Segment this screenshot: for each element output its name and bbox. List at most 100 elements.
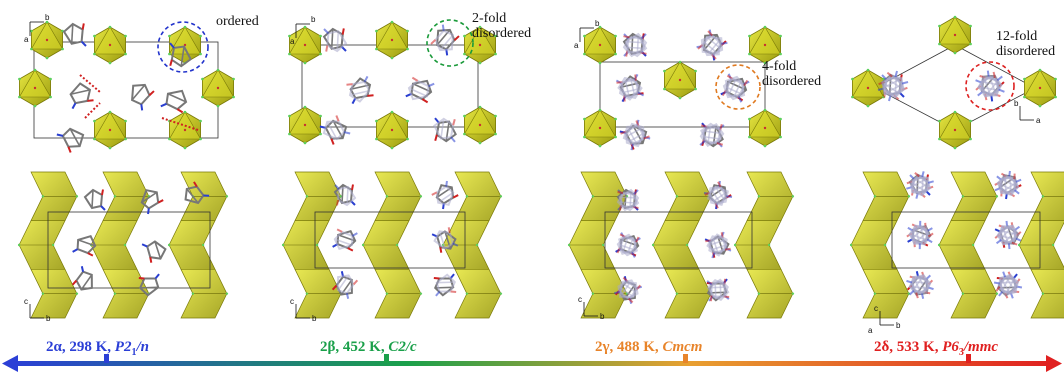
axes-indicator: ba: [574, 19, 600, 50]
organic-cation: [975, 70, 1005, 102]
phase-label-2delta: 2δ, 533 K, P63/mmc: [874, 339, 998, 358]
organic-cation: [62, 22, 87, 47]
octahedral-chain: [1017, 171, 1064, 319]
axis-label: b: [1014, 99, 1019, 108]
organic-cation: [703, 180, 733, 210]
axis-label: c: [290, 297, 294, 306]
phase-label-2gamma: 2γ, 488 K, Cmcm: [595, 339, 702, 355]
organic-cation: [169, 42, 192, 68]
space-group-tail: /mmc: [963, 339, 999, 355]
space-group: Cmcm: [662, 339, 702, 355]
organic-cation: [71, 265, 93, 291]
organic-cation: [704, 231, 732, 259]
phase-name: 2δ, 533 K,: [874, 339, 942, 355]
axis-label: c: [578, 295, 582, 304]
organic-cation: [993, 271, 1023, 299]
organic-cation: [184, 181, 210, 205]
phase-name: 2γ, 488 K,: [595, 339, 662, 355]
space-group-tail: /n: [135, 339, 149, 355]
organic-cation: [138, 273, 160, 297]
temperature-arrow: [2, 354, 1062, 372]
axis-label: b: [312, 314, 317, 323]
hydrogen-bond: [84, 102, 101, 119]
organic-cation: [433, 273, 457, 297]
organic-cation: [613, 275, 643, 305]
tick-2alpha: [104, 354, 109, 363]
organic-cation: [699, 122, 725, 148]
axis-label: b: [896, 321, 901, 330]
tick-2beta: [384, 354, 389, 363]
organic-cation: [619, 119, 651, 151]
octahedron: [93, 110, 127, 150]
octahedron: [288, 105, 322, 145]
organic-cation: [433, 117, 457, 143]
unit-cell-top: [599, 61, 766, 128]
organic-cation: [877, 70, 909, 102]
octahedron: [288, 25, 322, 65]
axes-indicator: cb: [24, 297, 51, 323]
octahedron: [748, 25, 782, 65]
space-group-subscript: 3: [959, 347, 964, 358]
axes-indicator: ba: [1014, 99, 1041, 125]
octahedron: [938, 15, 972, 55]
organic-cation: [706, 278, 730, 302]
organic-cation: [405, 76, 435, 104]
organic-cation: [616, 188, 640, 212]
organic-cation: [141, 240, 167, 263]
axis-label: b: [595, 19, 600, 28]
phase-name: 2β, 452 K,: [320, 339, 388, 355]
callout-text: disordered: [996, 44, 1055, 59]
octahedral-chain: [167, 171, 229, 319]
octahedron: [201, 68, 235, 108]
axes-indicator: ba: [24, 13, 50, 44]
octahedron: [583, 108, 617, 148]
octahedral-chain: [733, 171, 795, 319]
organic-cation: [319, 115, 351, 145]
unit-cell-bottom: [314, 211, 466, 269]
octahedron: [30, 20, 64, 60]
unit-cell-bottom: [604, 211, 753, 269]
callout-text: disordered: [762, 74, 821, 89]
octahedral-chain: [567, 171, 629, 319]
organic-cation: [906, 270, 934, 300]
organic-cation: [140, 189, 164, 215]
organic-cation: [615, 73, 645, 103]
organic-cation: [622, 32, 648, 58]
organic-cation: [720, 73, 750, 103]
octahedron: [663, 60, 697, 100]
octahedral-chain: [651, 171, 713, 319]
octahedron: [583, 25, 617, 65]
unit-cell-bottom: [47, 211, 211, 289]
organic-cation: [346, 75, 374, 105]
callout-text: 2-fold: [472, 11, 506, 26]
octahedron: [18, 68, 52, 108]
octahedral-chain: [937, 171, 999, 319]
organic-cation: [696, 29, 728, 61]
octahedron: [168, 25, 202, 65]
axes-indicator: ba: [290, 15, 316, 46]
organic-cation: [332, 228, 358, 252]
disorder-callout: ordered: [157, 14, 259, 73]
callout-text: disordered: [472, 26, 531, 41]
organic-cation: [431, 227, 459, 253]
organic-cation: [72, 235, 97, 257]
organic-cation: [160, 89, 188, 114]
organic-cation: [331, 270, 359, 300]
octahedron: [748, 108, 782, 148]
organic-cation: [615, 232, 641, 258]
phase-name: 2α, 298 K,: [46, 339, 115, 355]
octahedron: [375, 20, 409, 60]
axis-label: b: [45, 13, 50, 22]
organic-cation: [333, 183, 357, 207]
callout-text: 12-fold: [996, 29, 1037, 44]
octahedral-chain: [89, 171, 151, 319]
space-group: P6: [942, 339, 959, 355]
axes-indicator: c b a: [868, 304, 901, 335]
axis-label: b: [311, 15, 316, 24]
